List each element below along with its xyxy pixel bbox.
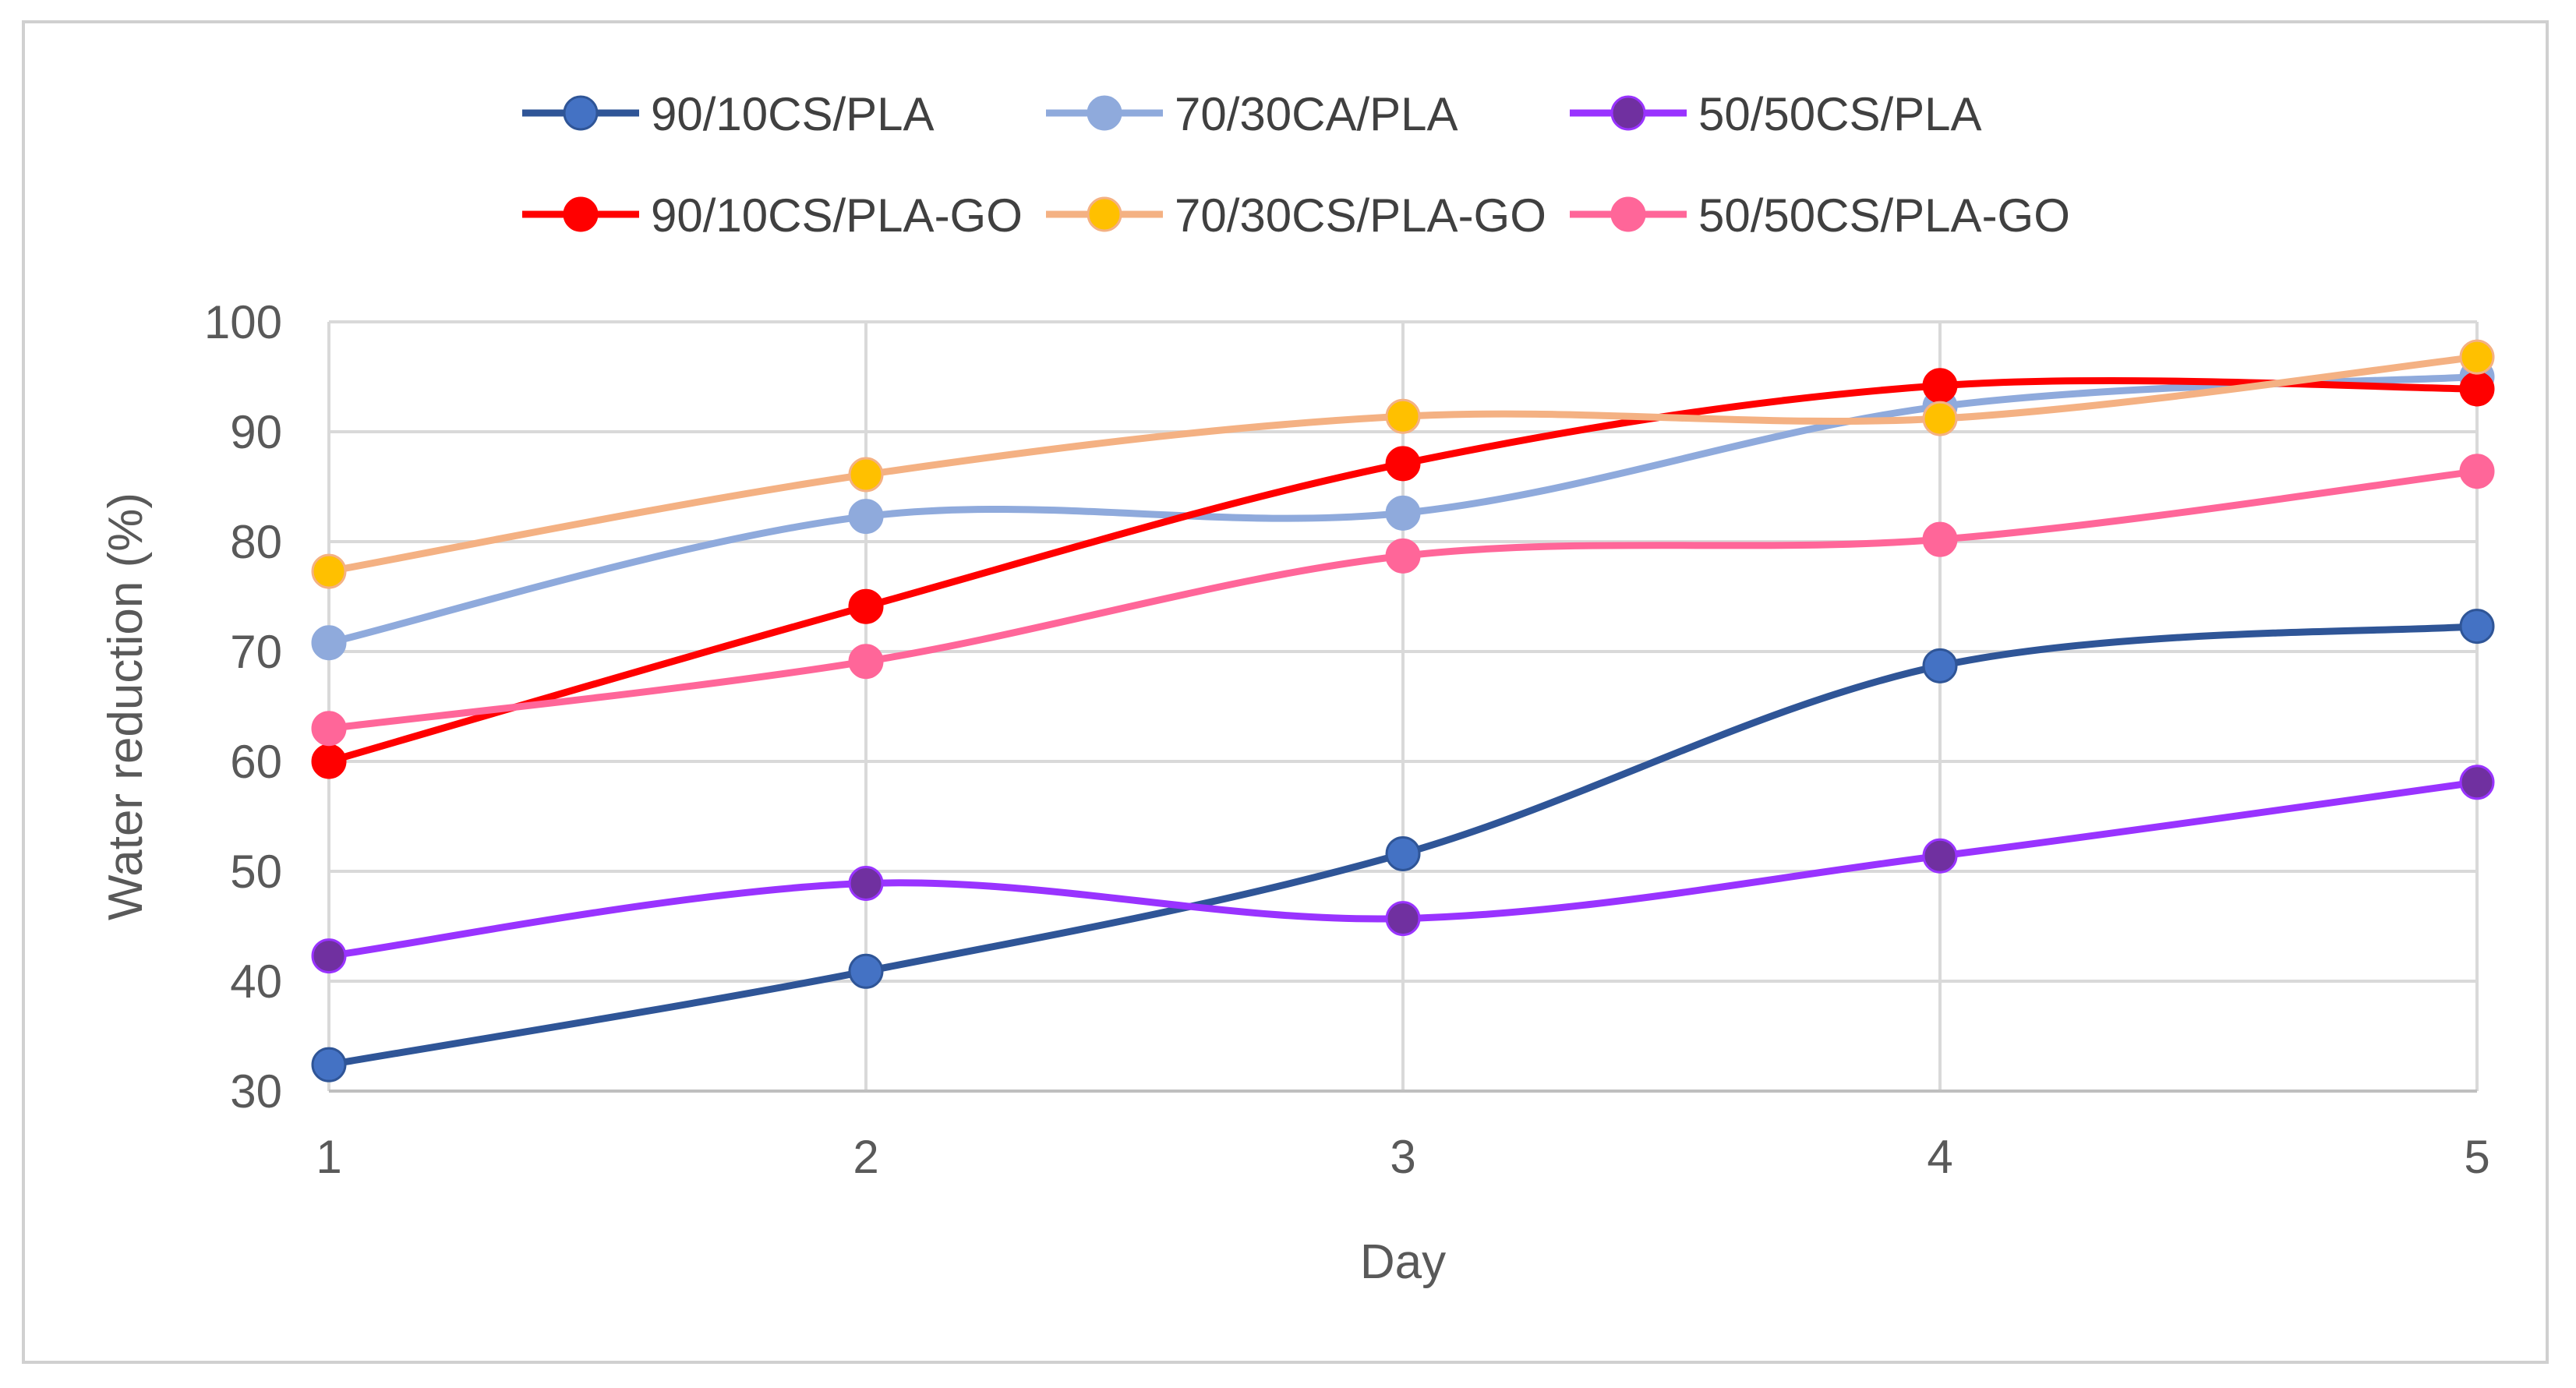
data-point-90-10cs-pla-go: [848, 588, 884, 624]
data-point-90-10cs-pla: [1922, 648, 1958, 683]
legend-swatch-marker: [1087, 196, 1122, 232]
data-point-50-50cs-pla: [2459, 765, 2495, 800]
legend-swatch-marker: [1610, 95, 1646, 131]
data-point-50-50cs-pla-go: [848, 644, 884, 680]
legend-item-50-50cs-pla: 50/50CS/PLA: [1570, 88, 1982, 140]
y-tick-label: 40: [230, 955, 282, 1008]
data-point-50-50cs-pla-go: [2459, 454, 2495, 489]
data-point-90-10cs-pla-go: [1385, 446, 1421, 482]
legend-label: 70/30CA/PLA: [1175, 88, 1458, 140]
y-tick-label: 50: [230, 846, 282, 898]
legend: 90/10CS/PLA 70/30CA/PLA 50/50CS/PLA 90/10CS…: [522, 88, 2070, 242]
data-point-70-30ca-pla: [848, 499, 884, 535]
legend-item-90-10cs-pla-go: 90/10CS/PLA-GO: [522, 189, 1023, 242]
legend-swatch-marker: [563, 95, 599, 131]
data-point-70-30cs-pla-go: [2459, 339, 2495, 375]
chart-frame: 30 40 50 60 70 80 90 100 1 2 3 4 5 90/10CS/PLA 70/30C…: [22, 20, 2549, 1364]
line-chart: 30 40 50 60 70 80 90 100 1 2 3 4 5 90/10CS/PLA 70/30C…: [99, 88, 2495, 1289]
gridlines: [327, 320, 2479, 1093]
data-point-50-50cs-pla-go: [1922, 521, 1958, 557]
data-point-50-50cs-pla-go: [1385, 538, 1421, 574]
y-tick-label: 70: [230, 626, 282, 678]
x-tick-label: 3: [1390, 1131, 1415, 1183]
legend-label: 50/50CS/PLA: [1698, 88, 1982, 140]
legend-item-50-50cs-pla-go: 50/50CS/PLA-GO: [1570, 189, 2070, 242]
legend-label: 50/50CS/PLA-GO: [1698, 189, 2070, 242]
y-tick-label: 100: [204, 296, 282, 348]
legend-label: 90/10CS/PLA: [651, 88, 935, 140]
y-tick-label: 30: [230, 1065, 282, 1118]
x-axis-title: Day: [1360, 1235, 1446, 1289]
data-point-50-50cs-pla: [1385, 901, 1421, 937]
y-tick-label: 60: [230, 736, 282, 788]
legend-label: 70/30CS/PLA-GO: [1175, 189, 1546, 242]
data-point-90-10cs-pla-go: [2459, 371, 2495, 407]
data-point-70-30cs-pla-go: [848, 457, 884, 493]
legend-swatch-marker: [1087, 95, 1122, 131]
data-point-50-50cs-pla: [848, 866, 884, 902]
data-point-90-10cs-pla: [848, 953, 884, 989]
data-point-50-50cs-pla-go: [311, 711, 347, 747]
x-tick-label: 1: [316, 1131, 341, 1183]
data-point-50-50cs-pla: [311, 938, 347, 974]
legend-label: 90/10CS/PLA-GO: [651, 189, 1023, 242]
y-axis-title: Water reduction (%): [99, 493, 153, 920]
data-point-90-10cs-pla: [311, 1047, 347, 1082]
data-point-90-10cs-pla-go: [311, 743, 347, 779]
data-point-70-30cs-pla-go: [311, 553, 347, 589]
legend-swatch-marker: [563, 196, 599, 232]
data-point-90-10cs-pla: [2459, 609, 2495, 645]
legend-item-90-10cs-pla: 90/10CS/PLA: [522, 88, 935, 140]
legend-swatch-marker: [1610, 196, 1646, 232]
x-tick-label: 5: [2464, 1131, 2489, 1183]
data-point-90-10cs-pla-go: [1922, 368, 1958, 404]
data-point-70-30ca-pla: [311, 625, 347, 661]
y-tick-label: 80: [230, 516, 282, 568]
data-point-70-30ca-pla: [1385, 495, 1421, 531]
data-point-90-10cs-pla: [1385, 835, 1421, 871]
y-tick-label: 90: [230, 406, 282, 458]
data-point-70-30cs-pla-go: [1922, 401, 1958, 436]
x-tick-label: 4: [1927, 1131, 1952, 1183]
data-point-50-50cs-pla: [1922, 838, 1958, 874]
legend-item-70-30cs-pla-go: 70/30CS/PLA-GO: [1046, 189, 1546, 242]
series-markers: [311, 339, 2495, 1082]
data-point-70-30cs-pla-go: [1385, 398, 1421, 434]
axes: 30 40 50 60 70 80 90 100 1 2 3 4 5: [204, 296, 2490, 1183]
x-tick-label: 2: [853, 1131, 878, 1183]
legend-item-70-30ca-pla: 70/30CA/PLA: [1046, 88, 1458, 140]
